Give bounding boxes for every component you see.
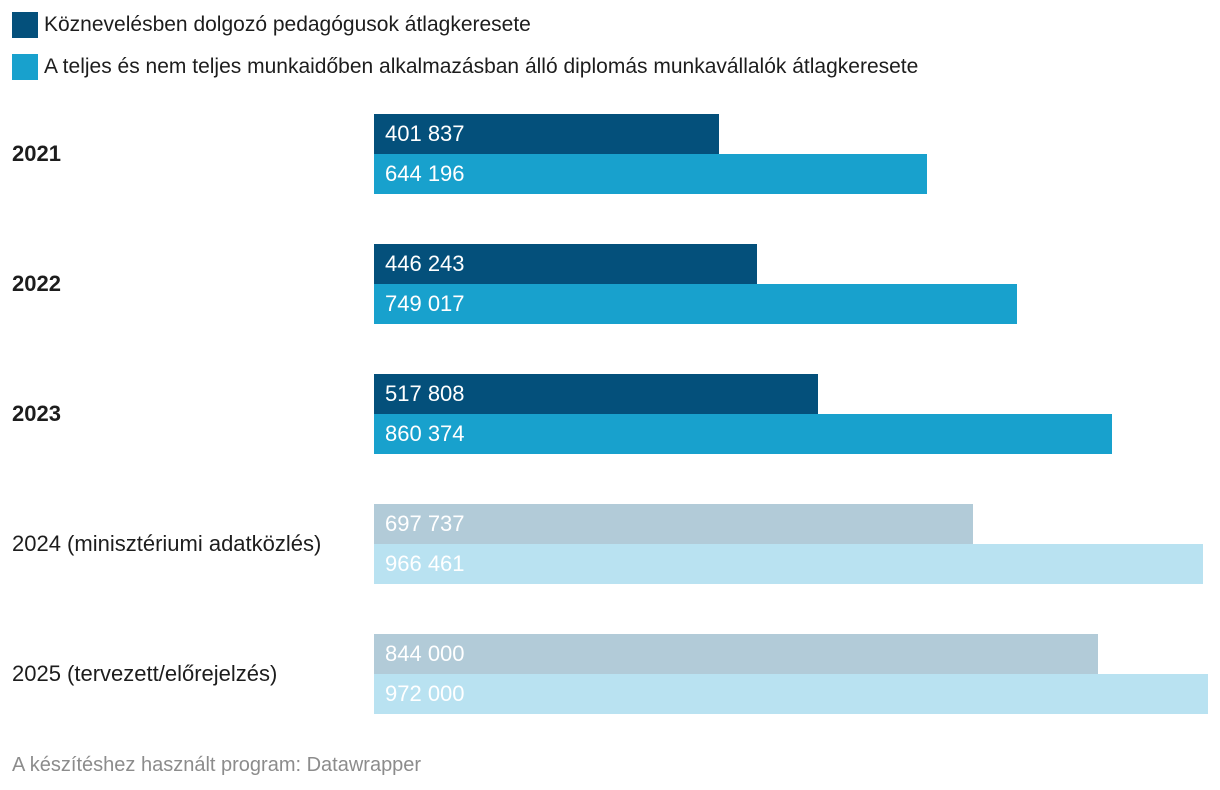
category-label: 2022 — [12, 271, 61, 296]
bar-value-label: 749 017 — [385, 291, 465, 316]
bar-value-label: 844 000 — [385, 641, 465, 666]
bar: 749 017 — [374, 284, 1017, 324]
category-label: 2024 (minisztériumi adatközlés) — [12, 531, 322, 556]
bar-value-label: 972 000 — [385, 681, 465, 706]
bar: 860 374 — [374, 414, 1113, 454]
bar: 517 808 — [374, 374, 819, 414]
bar-value-label: 401 837 — [385, 121, 465, 146]
bar-value-label: 966 461 — [385, 551, 465, 576]
category-label: 2025 (tervezett/előrejelzés) — [12, 661, 278, 686]
bar: 966 461 — [374, 544, 1204, 584]
bar-value-label: 644 196 — [385, 161, 465, 186]
legend: Köznevelésben dolgozó pedagógusok átlagk… — [12, 10, 918, 82]
bar: 401 837 — [374, 114, 719, 154]
legend-swatch-teachers — [12, 12, 38, 38]
category-label: 2021 — [12, 141, 61, 166]
bar-value-label: 697 737 — [385, 511, 465, 536]
source-footer: A készítéshez használt program: Datawrap… — [12, 754, 422, 776]
bar-value-label: 517 808 — [385, 381, 465, 406]
legend-swatch-graduates — [12, 54, 38, 80]
legend-item-graduates: A teljes és nem teljes munkaidőben alkal… — [12, 52, 918, 82]
bar: 844 000 — [374, 634, 1099, 674]
category-label: 2023 — [12, 401, 61, 426]
bar: 446 243 — [374, 244, 757, 284]
bar-value-label: 446 243 — [385, 251, 465, 276]
legend-label-graduates: A teljes és nem teljes munkaidőben alkal… — [44, 55, 919, 78]
legend-label-teachers: Köznevelésben dolgozó pedagógusok átlagk… — [44, 13, 531, 36]
legend-item-teachers: Köznevelésben dolgozó pedagógusok átlagk… — [12, 10, 918, 40]
bar-value-label: 860 374 — [385, 421, 465, 446]
bar: 972 000 — [374, 674, 1208, 714]
bar: 644 196 — [374, 154, 927, 194]
bar: 697 737 — [374, 504, 973, 544]
